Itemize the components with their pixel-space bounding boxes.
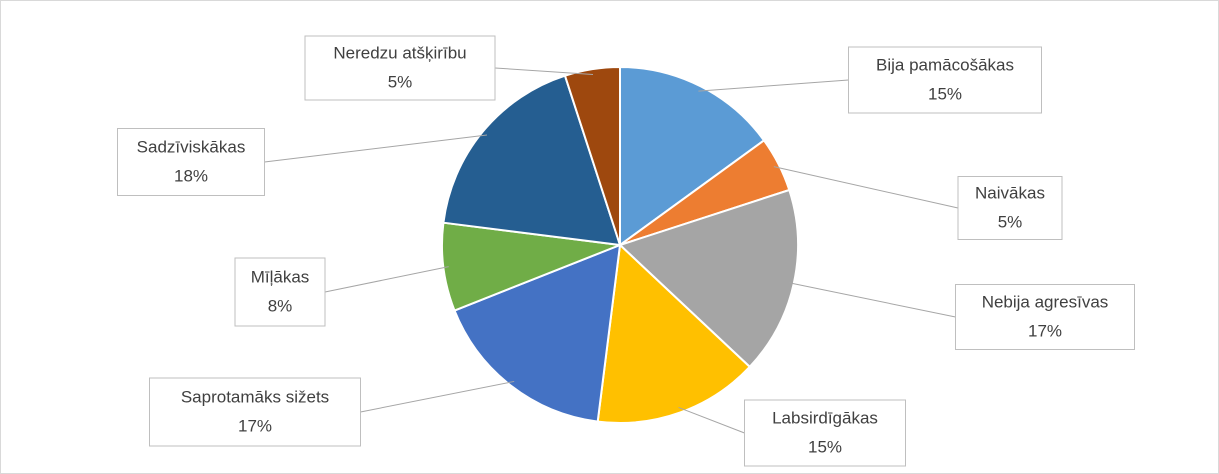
label-box [744, 399, 906, 467]
label-box [149, 377, 361, 447]
leader-line [773, 166, 959, 209]
label-value: 5% [998, 212, 1023, 231]
label-box [304, 35, 496, 101]
label-box [848, 46, 1042, 114]
label-name: Nebija agresīvas [982, 292, 1109, 311]
leader-line [360, 380, 515, 413]
leader-line [788, 282, 956, 318]
label-box [117, 128, 265, 196]
label-name: Naivākas [975, 183, 1045, 202]
leader-line [678, 406, 745, 434]
label-value: 17% [238, 416, 272, 435]
pie-slice [563, 65, 621, 246]
label-box [955, 284, 1135, 350]
label-box [234, 257, 326, 327]
leader-line [494, 67, 594, 75]
label-value: 18% [174, 166, 208, 185]
label-name: Saprotamāks sižets [181, 387, 329, 406]
label-value: 15% [928, 84, 962, 103]
label-name: Bija pamācošākas [876, 55, 1014, 74]
label-name: Neredzu atšķirību [333, 43, 466, 62]
label-value: 15% [808, 437, 842, 456]
leader-line [324, 266, 449, 293]
label-name: Labsirdīgākas [772, 408, 878, 427]
pie-slice [596, 242, 752, 424]
leader-line [698, 79, 849, 92]
label-box [957, 176, 1063, 240]
pie-slice [442, 74, 622, 247]
label-name: Sadzīviskākas [137, 137, 246, 156]
leader-line [264, 134, 488, 163]
pie-slice [619, 65, 766, 247]
label-value: 5% [388, 72, 413, 91]
pie-slice [453, 243, 622, 423]
label-value: 8% [268, 296, 293, 315]
label-value: 17% [1028, 321, 1062, 340]
label-name: Mīļākas [251, 267, 310, 286]
